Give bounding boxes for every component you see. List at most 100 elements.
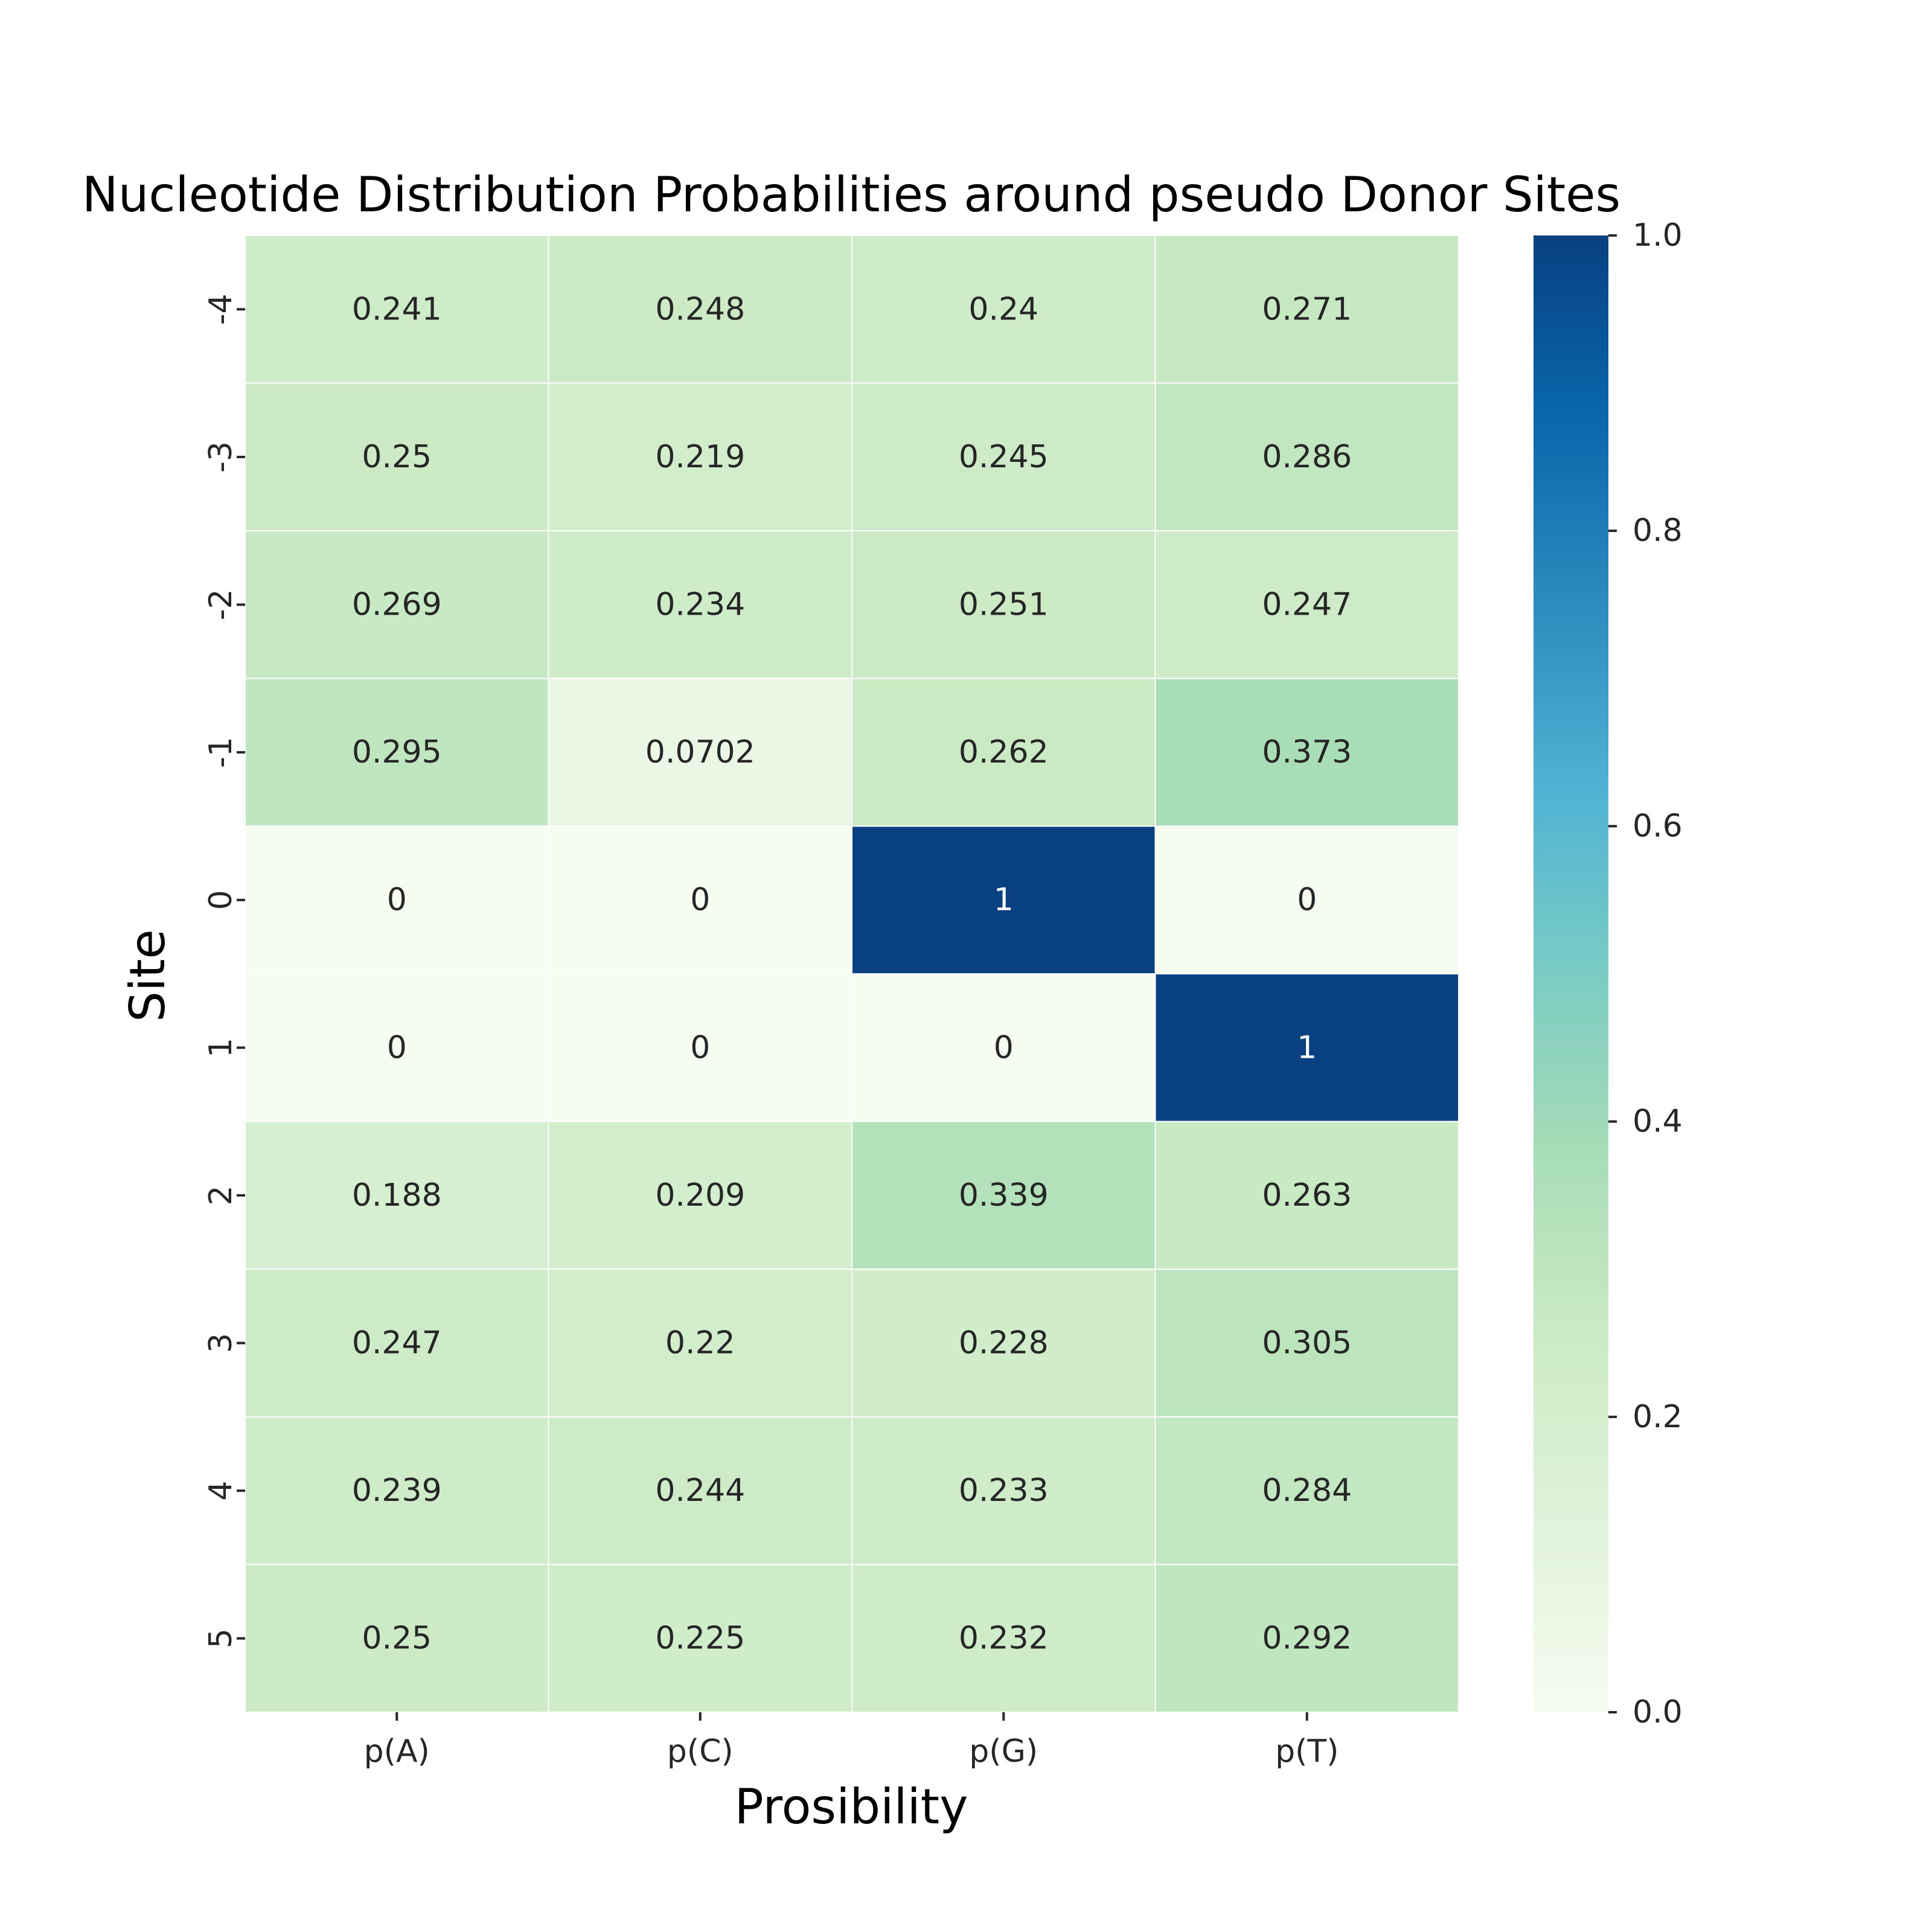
heatmap-cell	[851, 1121, 1156, 1270]
cell-value-label: 0.245	[959, 439, 1049, 475]
heatmap-cell	[851, 1416, 1156, 1566]
heatmap-cell	[548, 973, 852, 1122]
heatmap-cell	[1154, 235, 1459, 384]
cell-value-label: 0.239	[352, 1473, 442, 1509]
cell-value-label: 0.209	[655, 1177, 745, 1214]
heatmap-cell	[1154, 1416, 1459, 1566]
heatmap-cell-labels: 0.241 0.248 0.24 0.271 0.25 0.219 0.245 0.286 0.…	[352, 291, 1352, 1656]
cell-value-label: 0.25	[362, 439, 432, 475]
heatmap-cell	[245, 677, 549, 827]
cell-value-label: 0.286	[1262, 439, 1352, 475]
heatmap-cell	[851, 973, 1156, 1122]
cell-value-label: 0.0702	[645, 734, 755, 770]
y-tick-label: 3	[203, 1333, 239, 1353]
cell-value-label: 1	[1297, 1029, 1317, 1066]
colorbar-tick-label: 0.4	[1633, 1104, 1683, 1140]
y-tick-label: -3	[203, 441, 239, 473]
heatmap-cell	[548, 825, 852, 975]
cell-value-label: 0.295	[352, 734, 442, 770]
cell-value-label: 0.339	[959, 1177, 1049, 1214]
heatmap-cells	[245, 235, 1459, 1713]
cell-value-label: 0.244	[655, 1473, 745, 1509]
x-tick-label: p(A)	[364, 1733, 430, 1770]
heatmap-cell	[245, 1564, 549, 1713]
heatmap-cell	[245, 235, 549, 384]
cell-value-label: 0.263	[1262, 1177, 1352, 1214]
heatmap-cell	[1154, 530, 1459, 679]
x-tick-label: p(T)	[1275, 1733, 1339, 1770]
heatmap-cell	[851, 677, 1156, 827]
y-tick-label: 1	[203, 1038, 239, 1058]
heatmap-cell	[1154, 1121, 1459, 1270]
cell-value-label: 0	[994, 1029, 1014, 1066]
cell-value-label: 1	[994, 882, 1014, 918]
cell-value-label: 0.247	[1262, 587, 1352, 623]
cell-value-label: 0.225	[655, 1620, 745, 1657]
heatmap-cell	[1154, 382, 1459, 532]
y-axis-ticks: -4 -3 -2 -1 0 1 2 3 4 5	[203, 293, 245, 1648]
cell-value-label: 0.233	[959, 1473, 1049, 1509]
y-tick-label: -1	[203, 737, 239, 768]
heatmap-cell	[1154, 677, 1459, 827]
y-tick-label: 5	[203, 1628, 239, 1648]
y-tick-label: 2	[203, 1185, 239, 1205]
cell-value-label: 0.269	[352, 587, 442, 623]
cell-value-label: 0.284	[1262, 1473, 1352, 1509]
colorbar	[1534, 235, 1608, 1712]
y-axis-label: Site	[120, 929, 176, 1022]
heatmap-cell	[548, 235, 852, 384]
cell-value-label: 0.25	[362, 1620, 432, 1657]
cell-value-label: 0	[690, 882, 710, 918]
heatmap-cell	[548, 1416, 852, 1566]
cell-value-label: 0.188	[352, 1177, 442, 1214]
heatmap-cell	[548, 677, 852, 827]
cell-value-label: 0.292	[1262, 1620, 1352, 1657]
colorbar-tick-label: 0.8	[1633, 513, 1683, 549]
heatmap-cell	[548, 382, 852, 532]
y-tick-label: 0	[203, 890, 239, 910]
heatmap-cell	[1154, 825, 1459, 975]
heatmap-cell	[548, 530, 852, 679]
heatmap-cell	[245, 382, 549, 532]
cell-value-label: 0	[690, 1029, 710, 1066]
cell-value-label: 0.219	[655, 439, 745, 475]
x-axis-label: Prosibility	[735, 1779, 968, 1835]
chart-title: Nucleotide Distribution Probabilities ar…	[82, 167, 1620, 223]
cell-value-label: 0.24	[968, 291, 1038, 327]
cell-value-label: 0.247	[352, 1325, 442, 1361]
heatmap-cell	[245, 973, 549, 1122]
heatmap-cell	[1154, 1564, 1459, 1713]
cell-value-label: 0	[387, 882, 407, 918]
colorbar-tick-label: 0.0	[1633, 1694, 1683, 1730]
y-tick-label: 4	[203, 1481, 239, 1501]
cell-value-label: 0.241	[352, 291, 442, 327]
cell-value-label: 0.248	[655, 291, 745, 327]
cell-value-label: 0	[1297, 882, 1317, 918]
heatmap-cell	[245, 1121, 549, 1270]
cell-value-label: 0.305	[1262, 1325, 1352, 1361]
heatmap-cell	[851, 1564, 1156, 1713]
heatmap-cell	[245, 825, 549, 975]
cell-value-label: 0.232	[959, 1620, 1049, 1657]
x-tick-label: p(G)	[969, 1733, 1038, 1770]
heatmap-cell	[548, 1564, 852, 1713]
cell-value-label: 0.22	[665, 1325, 735, 1361]
y-tick-label: -2	[203, 589, 239, 621]
heatmap-cell	[851, 235, 1156, 384]
cell-value-label: 0.251	[959, 587, 1049, 623]
cell-value-label: 0.234	[655, 587, 745, 623]
colorbar-tick-label: 0.2	[1633, 1399, 1683, 1435]
y-tick-label: -4	[203, 293, 239, 325]
x-tick-label: p(C)	[667, 1733, 734, 1770]
cell-value-label: 0.271	[1262, 291, 1352, 327]
cell-value-label: 0.373	[1262, 734, 1352, 770]
cell-value-label: 0	[387, 1029, 407, 1066]
heatmap-cell	[1154, 973, 1459, 1122]
heatmap-cell	[851, 1268, 1156, 1418]
heatmap-cell	[851, 382, 1156, 532]
cell-value-label: 0.228	[959, 1325, 1049, 1361]
colorbar-tick-label: 0.6	[1633, 808, 1683, 844]
colorbar-tick-label: 1.0	[1633, 217, 1683, 254]
